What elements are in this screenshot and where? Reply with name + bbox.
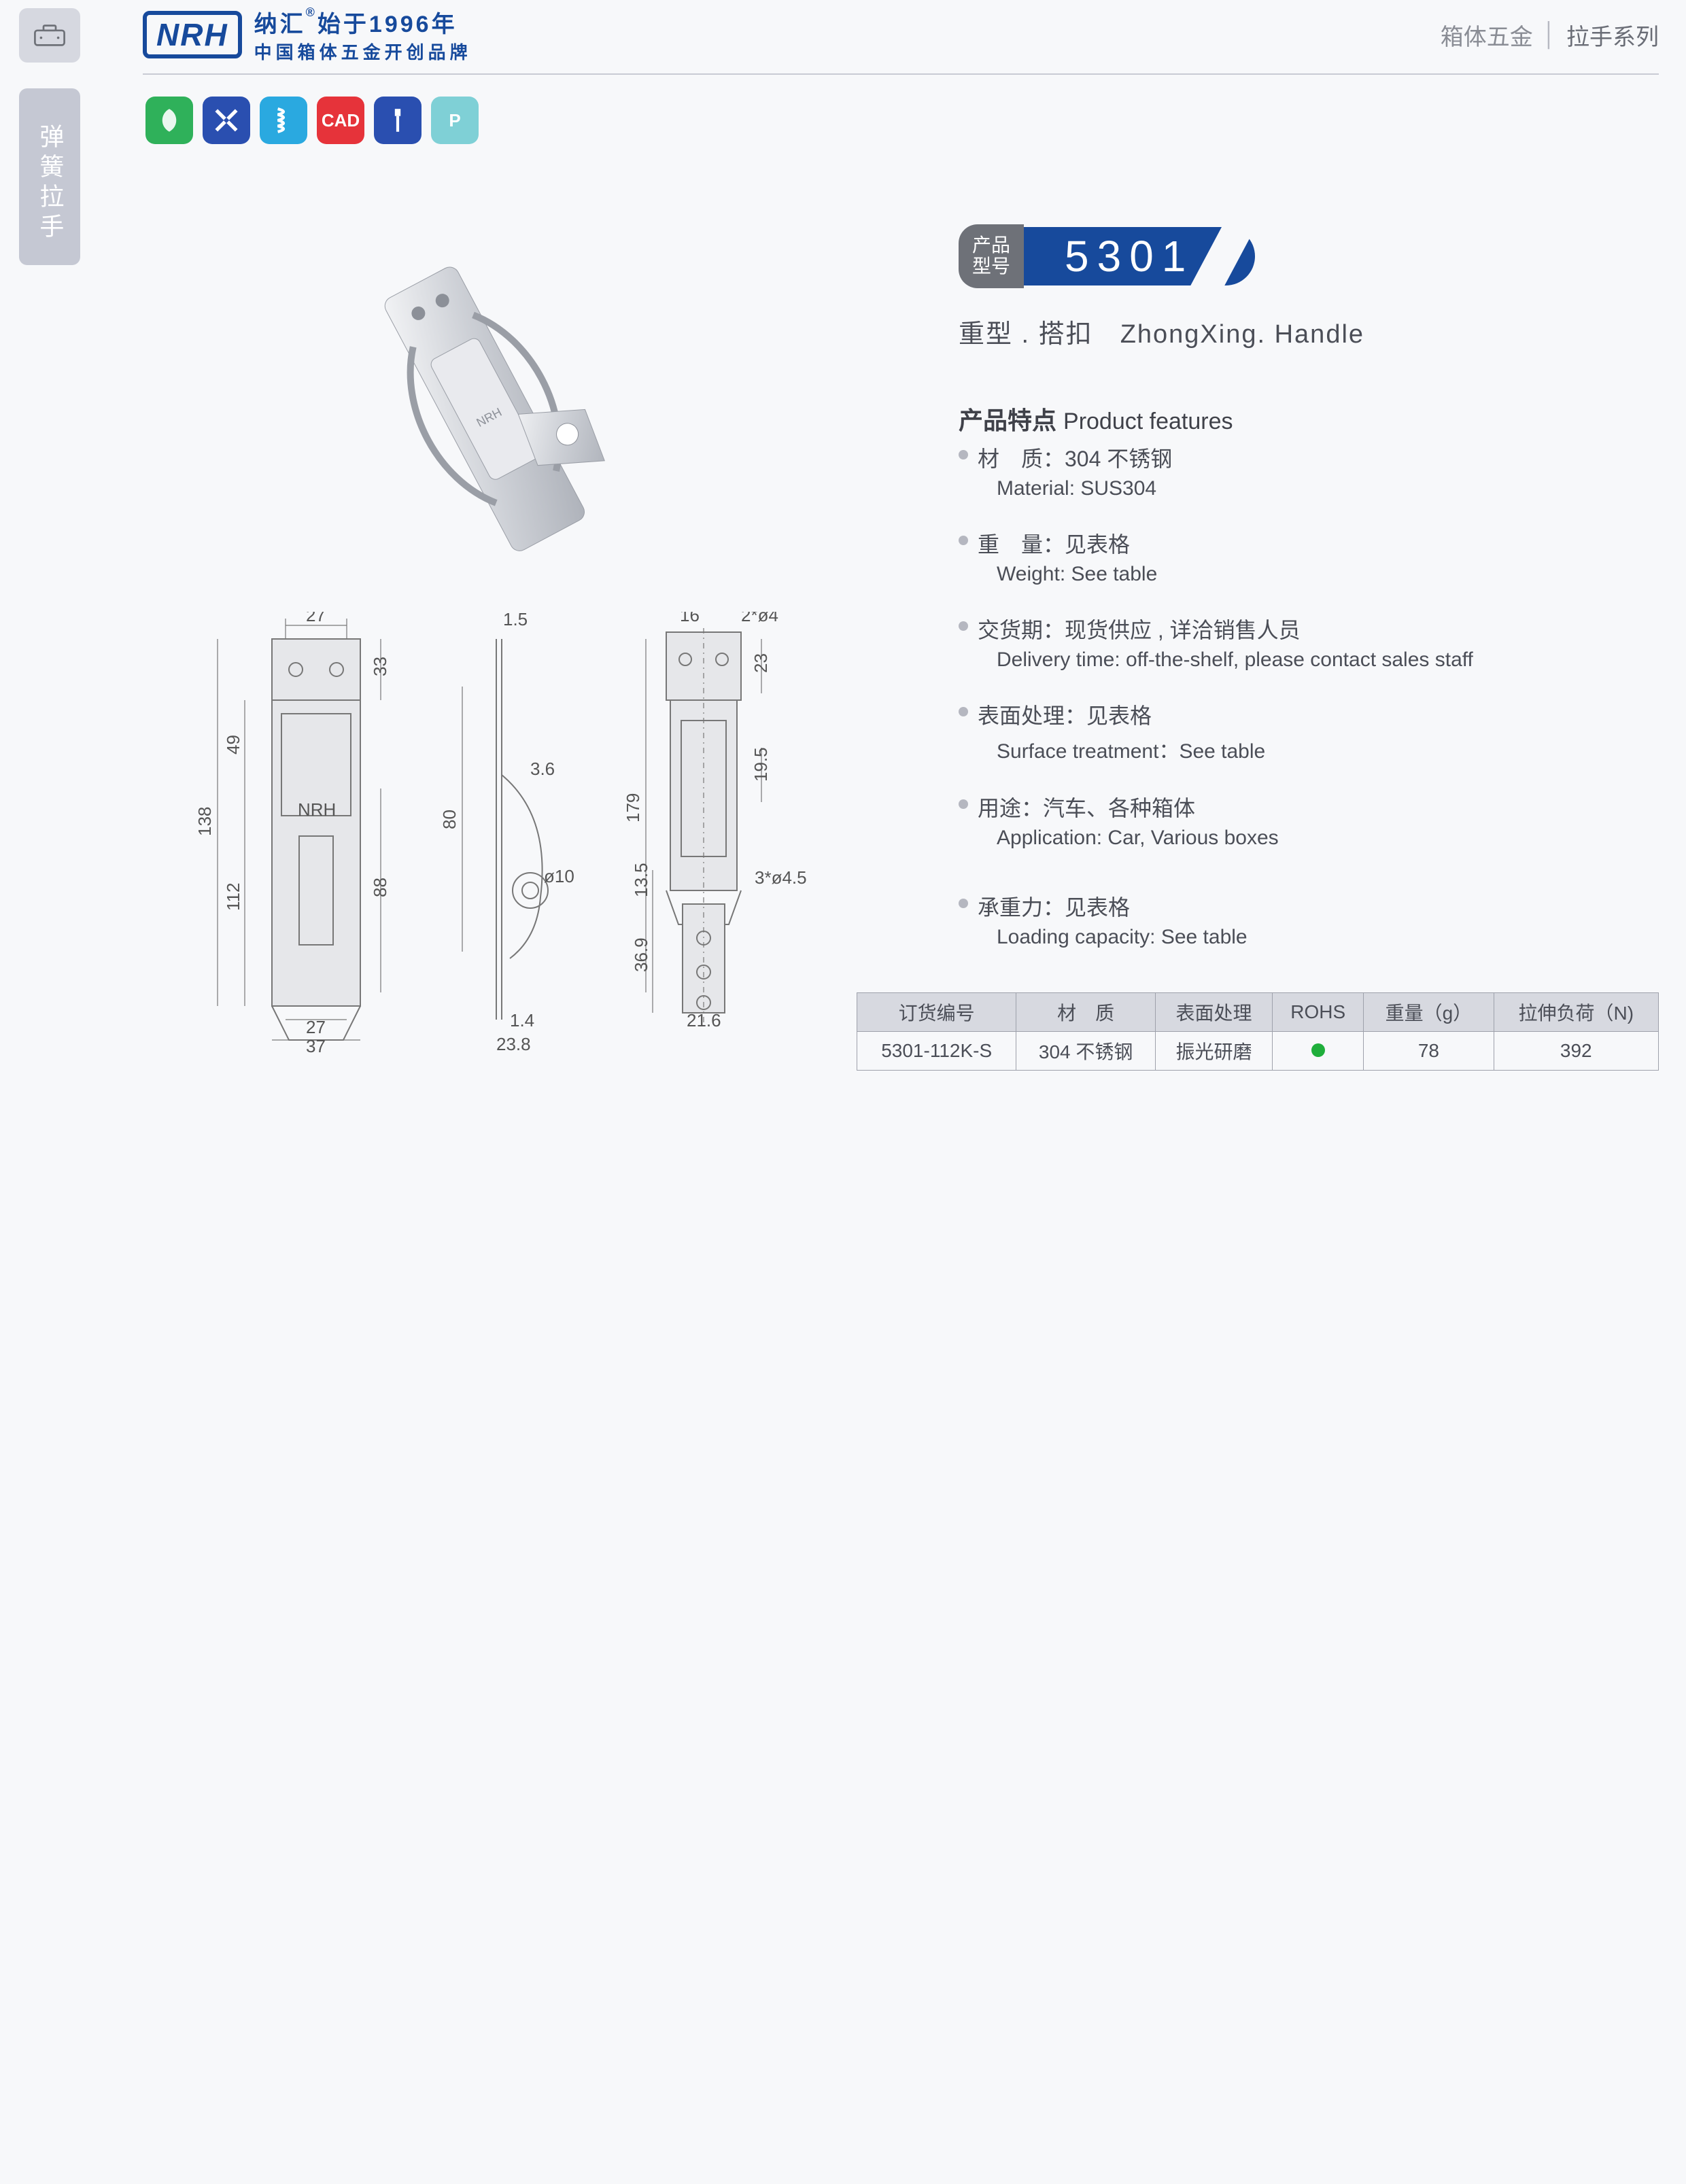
brand-line-2: 中国箱体五金开创品牌 bbox=[254, 39, 472, 64]
table-cell: 304 不锈钢 bbox=[1016, 1032, 1156, 1071]
feature-item: 材 质：304 不锈钢 Material: SUS304 bbox=[959, 442, 1473, 500]
table-cell: 振光研磨 bbox=[1155, 1032, 1272, 1071]
table-header-row: 订货编号材 质表面处理ROHS重量（g）拉伸负荷（N) bbox=[857, 993, 1659, 1032]
header-divider bbox=[143, 73, 1659, 75]
table-cell bbox=[1273, 1032, 1364, 1071]
feature-cn: 重 量：见表格 bbox=[978, 527, 1157, 559]
bullet-icon bbox=[959, 899, 968, 908]
svg-text:3*ø4.5: 3*ø4.5 bbox=[755, 867, 807, 888]
rohs-dot-icon bbox=[1311, 1043, 1325, 1057]
svg-text:1.4: 1.4 bbox=[510, 1010, 534, 1030]
badge-leaf-icon bbox=[145, 97, 193, 144]
svg-text:37: 37 bbox=[306, 1036, 326, 1054]
feature-cn: 材 质：304 不锈钢 bbox=[978, 442, 1172, 473]
feature-cn: 表面处理：见表格 bbox=[978, 699, 1265, 730]
feature-cn: 交货期：现货供应 , 详洽销售人员 bbox=[978, 613, 1473, 644]
bullet-icon bbox=[959, 450, 968, 460]
badge-screw-icon bbox=[374, 97, 422, 144]
table-cell: 392 bbox=[1494, 1032, 1659, 1071]
table-header: 重量（g） bbox=[1364, 993, 1494, 1032]
page-header: NRH 纳汇®始于1996年 中国箱体五金开创品牌 箱体五金 │ 拉手系列 bbox=[143, 4, 1659, 65]
model-number: 5301 bbox=[1024, 227, 1255, 285]
toolbox-icon bbox=[31, 22, 68, 49]
bullet-icon bbox=[959, 536, 968, 545]
badge-tools-icon bbox=[203, 97, 250, 144]
feature-item: 用途：汽车、各种箱体 Application: Car, Various boxe… bbox=[959, 791, 1473, 850]
feature-item: 承重力：见表格 Loading capacity: See table bbox=[959, 890, 1473, 949]
spec-table: 订货编号材 质表面处理ROHS重量（g）拉伸负荷（N) 5301-112K-S3… bbox=[857, 992, 1659, 1071]
breadcrumb-2: 拉手系列 bbox=[1566, 18, 1659, 52]
table-cell: 78 bbox=[1364, 1032, 1494, 1071]
bullet-icon bbox=[959, 707, 968, 716]
table-header: 表面处理 bbox=[1155, 993, 1272, 1032]
table-header: 订货编号 bbox=[857, 993, 1016, 1032]
svg-text:33: 33 bbox=[370, 657, 390, 676]
table-header: ROHS bbox=[1273, 993, 1364, 1032]
technical-drawing: NRH 27 33 49 138 112 88 27 37 bbox=[177, 612, 897, 1054]
feature-item: 表面处理：见表格 Surface treatment：See table bbox=[959, 699, 1473, 764]
badge-cad-icon: CAD bbox=[317, 97, 364, 144]
svg-text:36.9: 36.9 bbox=[631, 937, 651, 972]
badge-spring-icon bbox=[260, 97, 307, 144]
features-list: 材 质：304 不锈钢 Material: SUS304 重 量：见表格 Weight… bbox=[959, 442, 1473, 949]
feature-en: Loading capacity: See table bbox=[997, 926, 1248, 949]
feature-en: Application: Car, Various boxes bbox=[997, 827, 1279, 850]
brand-line-1: 纳汇®始于1996年 bbox=[254, 5, 472, 39]
brand-logo: NRH bbox=[143, 11, 242, 58]
feature-en: Surface treatment：See table bbox=[997, 734, 1265, 764]
table-header: 拉伸负荷（N) bbox=[1494, 993, 1659, 1032]
svg-text:NRH: NRH bbox=[298, 799, 336, 820]
feature-en: Weight: See table bbox=[997, 563, 1157, 586]
svg-text:112: 112 bbox=[223, 883, 243, 911]
table-row: 5301-112K-S304 不锈钢振光研磨 78392 bbox=[857, 1032, 1659, 1071]
svg-text:21.6: 21.6 bbox=[687, 1010, 721, 1030]
svg-text:19.5: 19.5 bbox=[751, 747, 771, 782]
svg-text:13.5: 13.5 bbox=[631, 863, 651, 897]
table-header: 材 质 bbox=[1016, 993, 1156, 1032]
svg-text:1.5: 1.5 bbox=[503, 612, 528, 629]
side-tab-label: 弹簧拉手 bbox=[34, 124, 66, 243]
svg-text:179: 179 bbox=[623, 793, 643, 822]
svg-text:3.6: 3.6 bbox=[530, 759, 555, 779]
side-tab-catalog[interactable] bbox=[19, 8, 80, 63]
feature-cn: 用途：汽车、各种箱体 bbox=[978, 791, 1279, 822]
svg-text:ø10: ø10 bbox=[544, 866, 574, 886]
model-badge: 产品型号 5301 bbox=[959, 224, 1255, 288]
svg-text:23.8: 23.8 bbox=[496, 1034, 531, 1054]
feature-item: 重 量：见表格 Weight: See table bbox=[959, 527, 1473, 586]
badge-row: CAD P bbox=[145, 97, 479, 144]
feature-item: 交货期：现货供应 , 详洽销售人员 Delivery time: off-the-… bbox=[959, 613, 1473, 672]
svg-text:23: 23 bbox=[751, 653, 771, 673]
svg-text:27: 27 bbox=[306, 1017, 326, 1037]
feature-en: Delivery time: off-the-shelf, please con… bbox=[997, 648, 1473, 672]
model-label: 产品型号 bbox=[959, 224, 1024, 288]
side-tab-spring-handle[interactable]: 弹簧拉手 bbox=[19, 88, 80, 265]
features-title: 产品特点Product features bbox=[959, 401, 1233, 436]
bullet-icon bbox=[959, 621, 968, 631]
feature-en: Material: SUS304 bbox=[997, 477, 1172, 500]
svg-text:16: 16 bbox=[680, 612, 700, 625]
breadcrumb-1: 箱体五金 bbox=[1441, 18, 1533, 52]
svg-text:138: 138 bbox=[194, 807, 215, 836]
brand-block: NRH 纳汇®始于1996年 中国箱体五金开创品牌 bbox=[143, 5, 472, 64]
bullet-icon bbox=[959, 799, 968, 809]
svg-text:2*ø4: 2*ø4 bbox=[741, 612, 778, 625]
svg-text:88: 88 bbox=[370, 878, 390, 897]
feature-cn: 承重力：见表格 bbox=[978, 890, 1248, 922]
svg-text:49: 49 bbox=[223, 735, 243, 755]
breadcrumb: 箱体五金 │ 拉手系列 bbox=[1441, 18, 1659, 52]
badge-p-icon: P bbox=[431, 97, 479, 144]
model-subtitle: 重型 . 搭扣ZhongXing. Handle bbox=[959, 313, 1364, 350]
product-photo: NRH bbox=[292, 184, 809, 564]
svg-text:80: 80 bbox=[439, 810, 460, 829]
table-cell: 5301-112K-S bbox=[857, 1032, 1016, 1071]
svg-text:27: 27 bbox=[306, 612, 326, 625]
